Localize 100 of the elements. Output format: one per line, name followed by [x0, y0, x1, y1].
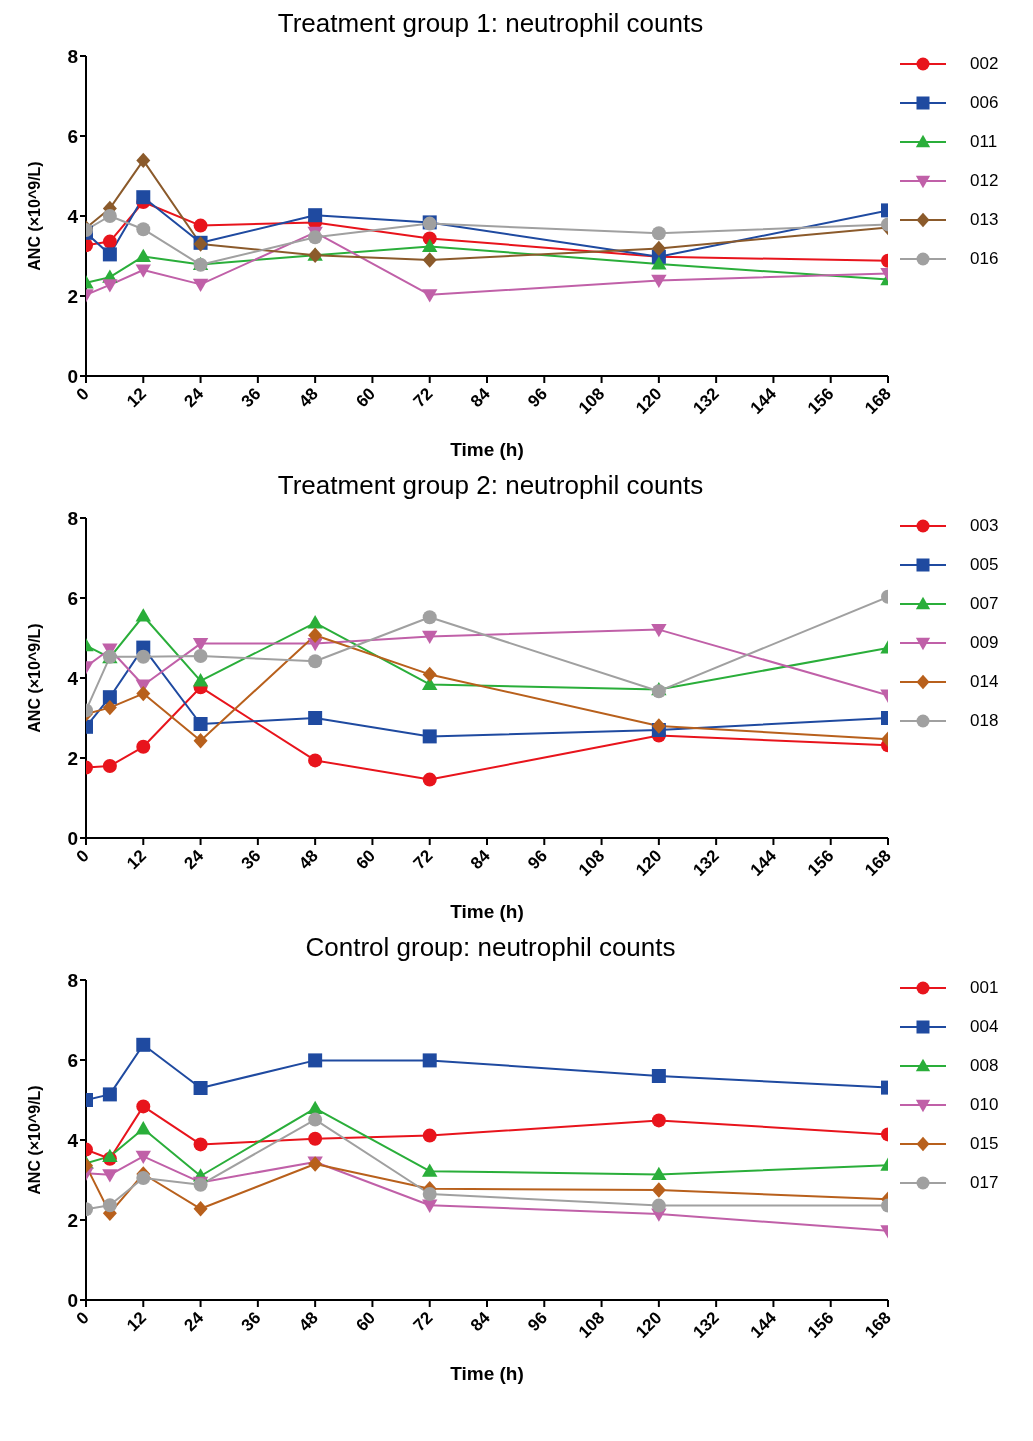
point — [102, 209, 117, 223]
x-tick-label: 36 — [237, 384, 265, 412]
x-tick-label: 156 — [803, 846, 838, 880]
legend-label: 015 — [970, 1133, 999, 1154]
point — [308, 230, 323, 245]
point — [102, 1169, 118, 1183]
point — [135, 248, 151, 262]
point — [193, 1201, 208, 1217]
point — [651, 624, 667, 638]
point — [192, 638, 209, 652]
x-tick-label: 96 — [524, 846, 551, 874]
x-tick-label: 60 — [352, 846, 380, 874]
x-tick-label: 12 — [123, 846, 150, 874]
legend-label: 008 — [970, 1055, 999, 1076]
point — [308, 654, 323, 669]
point — [193, 717, 208, 731]
y-tick-label: 4 — [67, 667, 79, 689]
point — [136, 1099, 151, 1114]
x-tick-label: 132 — [689, 1308, 723, 1342]
point — [651, 226, 666, 241]
point — [308, 1053, 323, 1068]
point — [651, 274, 667, 289]
y-tick-label: 6 — [67, 587, 78, 609]
legend-label: 016 — [970, 248, 999, 269]
point — [135, 608, 151, 622]
point — [651, 1166, 667, 1180]
point — [422, 772, 437, 787]
x-tick-label: 120 — [632, 384, 666, 418]
point — [308, 711, 323, 725]
point — [193, 1081, 208, 1095]
point — [651, 1182, 666, 1198]
point — [422, 1128, 437, 1143]
x-tick-label: 12 — [123, 384, 150, 412]
x-tick-label: 108 — [574, 846, 609, 880]
point — [308, 1131, 323, 1146]
point — [651, 240, 666, 257]
legend-label: 011 — [970, 131, 998, 152]
point — [651, 1113, 666, 1128]
y-tick-label: 2 — [67, 747, 78, 769]
x-tick-label: 48 — [295, 384, 322, 412]
y-tick-label: 2 — [67, 285, 78, 307]
legend-label: 010 — [970, 1094, 999, 1115]
point — [422, 630, 438, 645]
point — [136, 1171, 151, 1185]
x-tick-label: 48 — [295, 1308, 322, 1336]
point — [193, 1137, 208, 1152]
legend-label: 004 — [970, 1016, 999, 1037]
x-tick-label: 168 — [861, 1308, 895, 1342]
y-axis-title: ANC (×10^9/L) — [25, 161, 43, 271]
x-tick-label: 156 — [803, 1308, 838, 1342]
x-tick-label: 108 — [574, 384, 609, 418]
point — [193, 649, 208, 663]
point — [102, 1087, 117, 1102]
y-axis-title: ANC (×10^9/L) — [25, 623, 43, 733]
point — [307, 1100, 323, 1114]
point — [192, 673, 209, 687]
y-axis-title: ANC (×10^9/L) — [25, 1085, 43, 1195]
point — [308, 627, 323, 643]
x-tick-label: 72 — [409, 846, 437, 874]
point — [422, 1187, 437, 1201]
legend-label: 006 — [970, 92, 999, 113]
chart-title: Control group: neutrophil counts — [304, 932, 677, 964]
x-tick-label: 156 — [803, 384, 838, 418]
legend-label: 007 — [970, 593, 999, 614]
point — [308, 753, 323, 768]
x-tick-label: 144 — [746, 845, 781, 880]
point — [193, 218, 208, 233]
point — [422, 610, 437, 625]
y-tick-label: 6 — [67, 125, 78, 147]
point — [422, 238, 438, 252]
x-tick-label: 168 — [861, 384, 895, 418]
legend-label: 002 — [970, 53, 999, 74]
x-tick-label: 24 — [180, 1307, 208, 1336]
point — [102, 1148, 118, 1162]
point — [136, 222, 151, 237]
point — [422, 252, 437, 268]
point — [308, 208, 323, 223]
legend-label: 013 — [970, 209, 999, 230]
legend-label: 012 — [970, 170, 999, 191]
point — [651, 718, 666, 734]
y-tick-label: 8 — [67, 969, 78, 991]
x-axis-title: Time (h) — [450, 439, 524, 460]
point — [192, 278, 209, 293]
point — [102, 690, 117, 705]
x-tick-label: 132 — [689, 384, 723, 418]
point — [422, 1163, 438, 1177]
y-tick-label: 4 — [67, 205, 79, 227]
x-tick-label: 84 — [466, 383, 495, 412]
x-tick-label: 12 — [123, 1308, 150, 1336]
point — [102, 279, 118, 293]
point — [136, 1037, 151, 1052]
y-tick-label: 8 — [67, 507, 78, 529]
x-tick-label: 144 — [746, 1307, 781, 1342]
point — [135, 264, 151, 278]
legend-label: 001 — [970, 977, 999, 998]
point — [135, 1121, 151, 1135]
y-tick-label: 6 — [67, 1049, 78, 1071]
x-tick-label: 132 — [689, 846, 723, 880]
legend-label: 017 — [970, 1172, 999, 1193]
x-tick-label: 120 — [632, 846, 666, 880]
